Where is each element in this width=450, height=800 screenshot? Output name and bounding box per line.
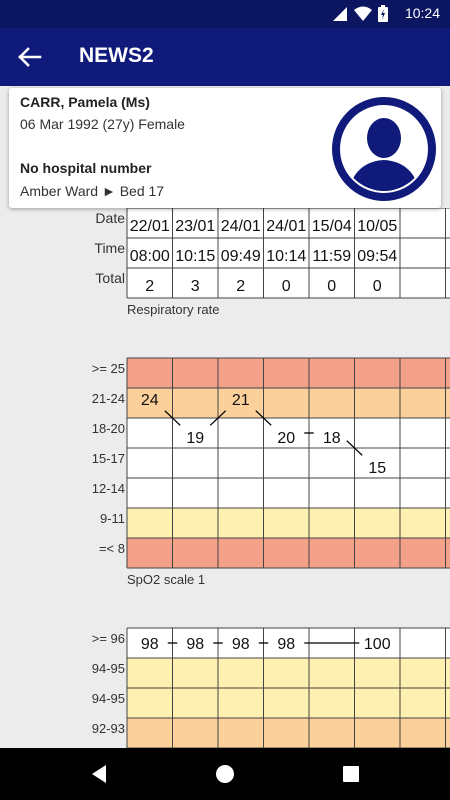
obs-time-cell: 09:49 [221,248,261,265]
trend-line-segment [209,410,227,426]
band-row [127,418,450,448]
patient-card[interactable]: CARR, Pamela (Ms) 06 Mar 1992 (27y) Fema… [9,88,441,208]
observation-value: 100 [364,636,391,653]
observation-value: 19 [186,430,204,447]
band-row [127,478,450,508]
observation-value: 24 [141,392,159,409]
back-arrow-icon[interactable] [14,43,46,71]
header-label-date: Date [95,210,125,226]
observation-value: 20 [277,430,295,447]
obs-total-cell: 3 [191,278,200,295]
band-label: 94-95 [92,691,125,706]
band-row [127,388,450,418]
observation-value: 15 [368,460,386,477]
patient-dob: 06 Mar 1992 (27y) Female [20,116,185,132]
obs-total-cell: 0 [373,278,382,295]
obs-time-cell: 08:00 [130,248,170,265]
obs-time-cell: 09:54 [357,248,397,265]
observation-value: 18 [323,430,341,447]
obs-date-cell: 22/01 [130,218,170,235]
band-label: 15-17 [92,451,125,466]
nav-back-icon[interactable] [86,761,112,787]
observation-value: 98 [232,636,250,653]
band-row [127,658,450,688]
header-label-time: Time [94,240,125,256]
header-grid-bg [127,208,450,298]
band-label: =< 8 [99,541,125,556]
observation-value: 98 [141,636,159,653]
obs-total-cell: 0 [282,278,291,295]
status-bar: 10:24 [0,0,450,28]
battery-charging-icon [378,5,388,22]
band-row [127,538,450,568]
band-row [127,628,450,658]
nav-home-icon[interactable] [212,761,238,787]
observation-value: 98 [277,636,295,653]
band-row [127,448,450,478]
obs-time-cell: 10:15 [175,248,215,265]
trend-line-segment [164,410,181,426]
wifi-icon [354,6,372,21]
band-label: 9-11 [100,511,125,526]
section-title: Respiratory rate [127,302,219,317]
band-label: 18-20 [92,421,125,436]
status-time: 10:24 [404,5,440,21]
patient-name: CARR, Pamela (Ms) [20,94,150,110]
patient-location: Amber Ward ► Bed 17 [20,183,165,199]
obs-date-cell: 23/01 [175,218,215,235]
band-label: >= 96 [92,631,125,646]
obs-total-cell: 2 [145,278,154,295]
obs-date-cell: 15/04 [312,218,352,235]
avatar-icon [332,97,436,201]
news2-chart[interactable]: Date 22/01 23/01 24/01 24/01 15/04 10/05 Time 08… [0,208,450,748]
observation-value: 98 [186,636,204,653]
band-label: 21-24 [92,391,125,406]
navigation-bar [0,748,450,800]
hospital-number: No hospital number [20,160,152,176]
band-row [127,688,450,718]
obs-time-cell: 11:59 [312,248,351,265]
cellular-signal-icon [333,6,347,21]
header-label-total: Total [95,270,125,286]
trend-line-segment [255,410,272,426]
observation-value: 21 [232,392,250,409]
trend-line-segment [346,440,363,456]
status-icons [332,5,388,22]
band-row [127,358,450,388]
obs-date-cell: 10/05 [357,218,397,235]
band-label: 12-14 [92,481,125,496]
band-label: 94-95 [92,661,125,676]
section-title: SpO2 scale 1 [127,572,205,587]
band-label: 92-93 [92,721,125,736]
page-title: NEWS2 [79,44,154,67]
obs-date-cell: 24/01 [221,218,261,235]
obs-total-cell: 2 [236,278,245,295]
obs-total-cell: 0 [327,278,336,295]
obs-date-cell: 24/01 [266,218,306,235]
nav-recents-icon[interactable] [338,761,364,787]
band-row [127,718,450,748]
band-row [127,508,450,538]
band-label: >= 25 [92,361,125,376]
observation-chart: Date 22/01 23/01 24/01 24/01 15/04 10/05 Time 08… [92,208,450,748]
obs-time-cell: 10:14 [266,248,306,265]
app-bar: NEWS2 [0,28,450,86]
